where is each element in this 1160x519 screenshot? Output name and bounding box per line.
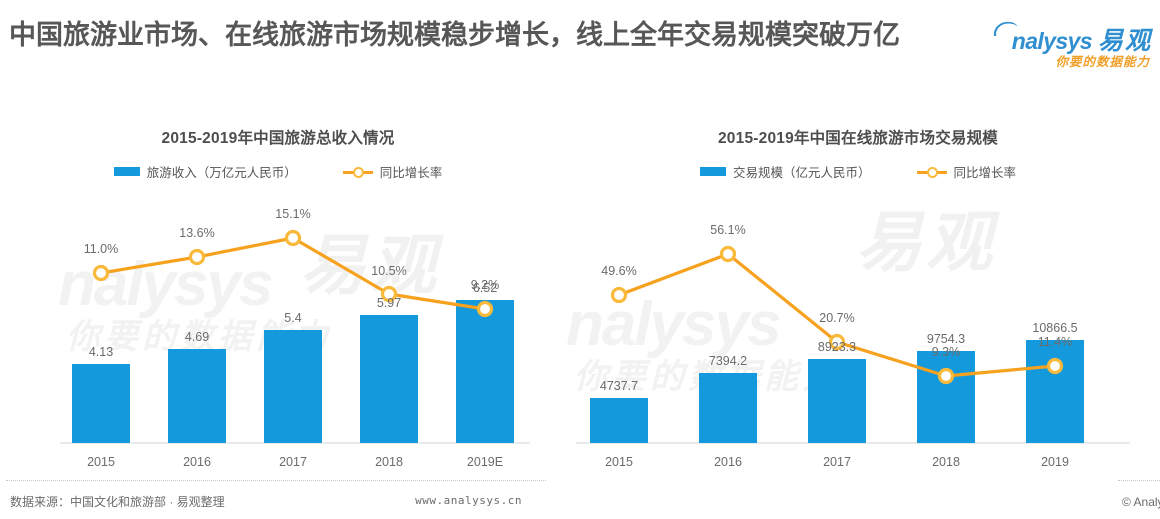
bar-labels-right: 4737.7 7394.2 8923.3 9754.3 10866.5 [600, 321, 1078, 393]
footer-source-left: 数据来源：中国文化和旅游部 · 易观整理 [10, 495, 225, 509]
line-markers-right [610, 245, 1064, 385]
x-tick-2017: 2017 [279, 455, 307, 469]
bar-2019 [1026, 340, 1084, 443]
marker-2016 [188, 248, 206, 266]
x-axis-labels-right: 2015 2016 2017 2018 2019 [605, 455, 1069, 469]
legend-bar-swatch-icon [113, 167, 140, 176]
chart-legend-right: 交易规模（亿元人民币） 同比增长率 [556, 162, 1160, 181]
bar-label-2019: 10866.5 [1032, 321, 1077, 335]
line-label-2017: 15.1% [275, 207, 310, 221]
bar-label-2017: 5.4 [284, 311, 301, 325]
line-markers-left [92, 229, 494, 318]
bar-2018 [360, 315, 418, 443]
bar-2019E [456, 300, 514, 443]
page-title: 中国旅游业市场、在线旅游市场规模稳步增长，线上全年交易规模突破万亿 [9, 20, 900, 50]
legend-label-bar-right: 交易规模（亿元人民币） [732, 166, 871, 180]
bar-label-2016: 4.69 [185, 330, 209, 344]
bar-2017 [808, 359, 866, 443]
analysys-logo: nalysys 易观 你要的数据能力 [986, 20, 1154, 76]
bar-series-right [590, 340, 1084, 443]
footer-left: 数据来源：中国文化和旅游部 · 易观整理 www.analysys.cn [6, 480, 546, 519]
line-label-2016: 13.6% [179, 226, 214, 240]
x-tick-2019E: 2019E [467, 455, 503, 469]
bar-label-2019E: 6.52 [473, 281, 497, 295]
legend-item-line-left[interactable]: 同比增长率 [342, 162, 443, 181]
legend-label-line-right: 同比增长率 [953, 166, 1017, 180]
legend-line-swatch-icon [342, 166, 373, 178]
footer-source-right: © Analysys 易观 [1122, 495, 1160, 509]
bar-2015 [72, 364, 130, 443]
legend-item-bar-left[interactable]: 旅游收入（万亿元人民币） [113, 162, 297, 181]
logo-primary-row: nalysys 易观 [986, 20, 1154, 55]
chart-title-left: 2015-2019年中国旅游总收入情况 [161, 130, 395, 147]
footer-url-left[interactable]: www.analysys.cn [415, 494, 522, 507]
x-tick-2018: 2018 [932, 455, 960, 469]
marker-2017 [828, 333, 846, 351]
chart-panel-tourism-total-revenue: 2015-2019年中国旅游总收入情况 旅游收入（万亿元人民币） 同比增长率 n… [0, 104, 556, 519]
line-label-2019: 11.4% [1038, 335, 1073, 349]
chart-svg-left: 11.0% 13.6% 15.1% 10.5% 9.2% 4.13 4.69 5… [60, 207, 530, 469]
bar-label-2015: 4737.7 [600, 379, 638, 393]
marker-2016 [719, 245, 737, 263]
logo-tagline: 你要的数据能力 [1055, 55, 1150, 69]
bar-2015 [590, 398, 648, 443]
x-axis-labels-left: 2015 2016 2017 2018 2019E [87, 455, 503, 469]
bar-label-2016: 7394.2 [709, 354, 747, 368]
bar-2016 [699, 373, 757, 443]
bar-label-2017: 8923.3 [818, 340, 856, 354]
marker-2019E [476, 300, 494, 318]
marker-2019 [1046, 357, 1064, 375]
page-header: 中国旅游业市场、在线旅游市场规模稳步增长，线上全年交易规模突破万亿 nalysy… [0, 0, 1160, 104]
marker-2015 [610, 286, 628, 304]
chart-title-right: 2015-2019年中国在线旅游市场交易规模 [717, 130, 999, 147]
marker-2018 [380, 285, 398, 303]
legend-item-bar-right[interactable]: 交易规模（亿元人民币） [699, 162, 871, 181]
x-tick-2016: 2016 [714, 455, 742, 469]
footer-right: © Analysys 易观 www.analysys.cn [1118, 480, 1160, 519]
chart-plot-right: 49.6% 56.1% 20.7% 9.3% 11.4% 4737.7 7394… [556, 184, 1160, 484]
line-label-2017: 20.7% [819, 311, 854, 325]
x-tick-2019: 2019 [1041, 455, 1069, 469]
bar-2017 [264, 330, 322, 443]
line-label-2018: 9.3% [932, 345, 961, 359]
x-tick-2015: 2015 [605, 455, 633, 469]
bar-label-2018: 5.97 [377, 296, 401, 310]
line-label-2016: 56.1% [710, 223, 745, 237]
marker-2015 [92, 264, 110, 282]
line-label-2015: 49.6% [601, 264, 636, 278]
legend-label-line-left: 同比增长率 [379, 166, 443, 180]
marker-2017 [284, 229, 302, 247]
legend-bar-swatch-icon [699, 167, 726, 176]
chart-legend-left: 旅游收入（万亿元人民币） 同比增长率 [0, 162, 556, 181]
x-tick-2015: 2015 [87, 455, 115, 469]
x-tick-2017: 2017 [823, 455, 851, 469]
line-label-2018: 10.5% [371, 264, 406, 278]
line-labels-right: 49.6% 56.1% 20.7% 9.3% 11.4% [601, 223, 1072, 359]
chart-plot-left: 11.0% 13.6% 15.1% 10.5% 9.2% 4.13 4.69 5… [0, 184, 556, 484]
legend-item-line-right[interactable]: 同比增长率 [916, 162, 1017, 181]
marker-2018 [937, 367, 955, 385]
x-tick-2018: 2018 [375, 455, 403, 469]
bar-label-2018: 9754.3 [927, 332, 965, 346]
legend-line-swatch-icon [916, 166, 947, 178]
logo-wordmark: nalysys [1011, 28, 1093, 54]
logo-cn-wordmark: 易观 [1097, 27, 1152, 55]
chart-svg-right: 49.6% 56.1% 20.7% 9.3% 11.4% 4737.7 7394… [576, 223, 1130, 469]
line-label-2019E: 9.2% [471, 278, 500, 292]
bar-2016 [168, 349, 226, 443]
line-series-left [99, 236, 487, 311]
line-labels-left: 11.0% 13.6% 15.1% 10.5% 9.2% [84, 207, 500, 292]
bar-series-left [72, 300, 514, 443]
bar-2018 [917, 351, 975, 443]
logo-swoosh-icon [992, 21, 1018, 38]
bar-label-2015: 4.13 [89, 345, 113, 359]
legend-label-bar-left: 旅游收入（万亿元人民币） [146, 166, 297, 180]
chart-panel-online-tourism-transaction-scale: 2015-2019年中国在线旅游市场交易规模 交易规模（亿元人民币） 同比增长率… [556, 104, 1160, 519]
line-label-2015: 11.0% [84, 242, 119, 256]
x-tick-2016: 2016 [183, 455, 211, 469]
bar-labels-left: 4.13 4.69 5.4 5.97 6.52 [89, 281, 497, 359]
